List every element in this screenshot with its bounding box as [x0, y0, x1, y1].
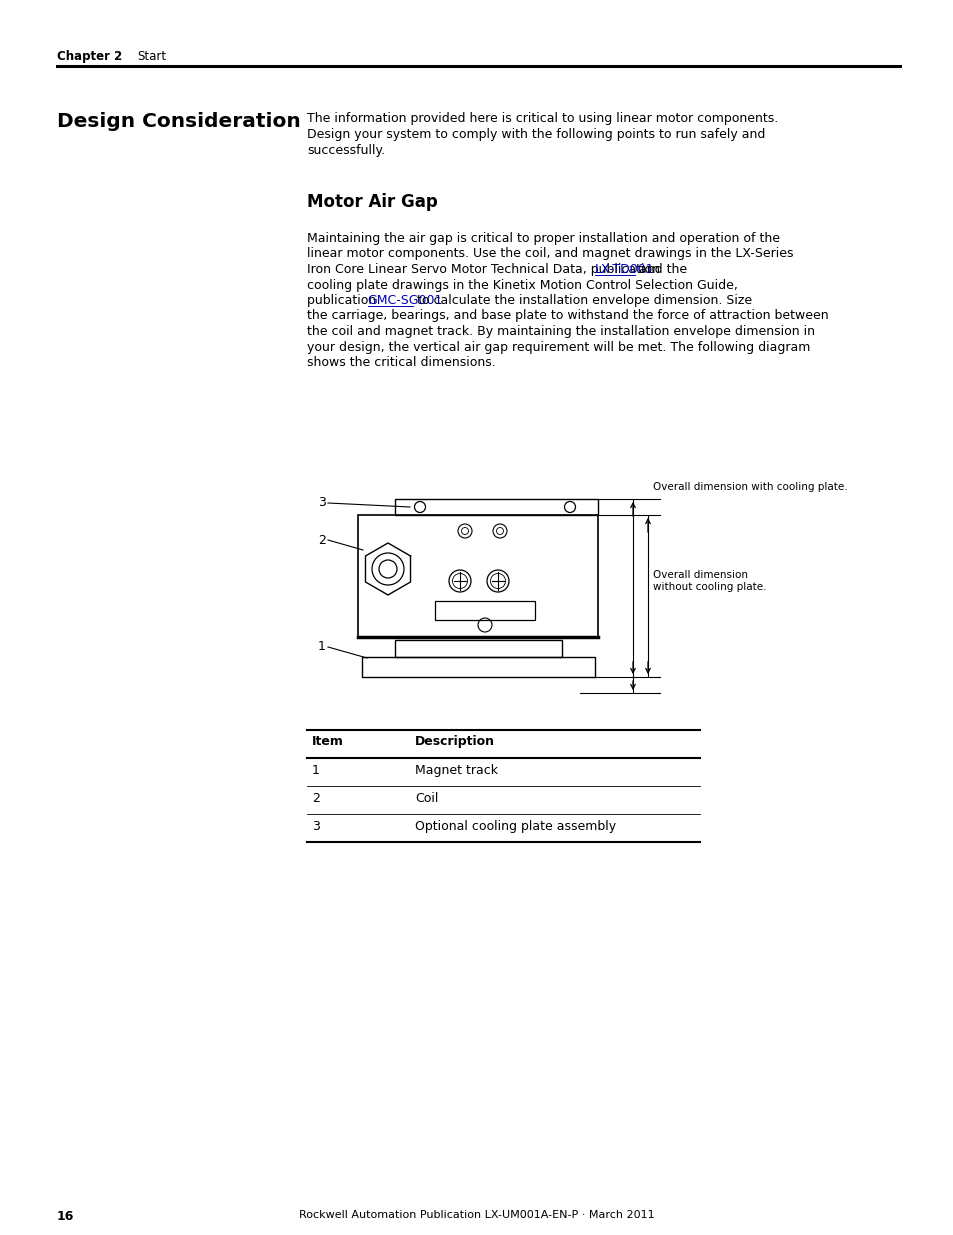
Text: shows the critical dimensions.: shows the critical dimensions.: [307, 356, 496, 369]
Text: LX-TD001: LX-TD001: [595, 263, 654, 275]
Text: to calculate the installation envelope dimension. Size: to calculate the installation envelope d…: [413, 294, 751, 308]
Text: linear motor components. Use the coil, and magnet drawings in the LX-Series: linear motor components. Use the coil, a…: [307, 247, 793, 261]
Text: Chapter 2: Chapter 2: [57, 49, 122, 63]
Text: Iron Core Linear Servo Motor Technical Data, publication: Iron Core Linear Servo Motor Technical D…: [307, 263, 663, 275]
Text: the coil and magnet track. By maintaining the installation envelope dimension in: the coil and magnet track. By maintainin…: [307, 325, 814, 338]
Text: Rockwell Automation Publication LX-UM001A-EN-P · March 2011: Rockwell Automation Publication LX-UM001…: [299, 1210, 654, 1220]
Text: Optional cooling plate assembly: Optional cooling plate assembly: [415, 820, 616, 832]
Text: Description: Description: [415, 735, 495, 748]
Text: the carriage, bearings, and base plate to withstand the force of attraction betw: the carriage, bearings, and base plate t…: [307, 310, 828, 322]
Text: Overall dimension with cooling plate.: Overall dimension with cooling plate.: [652, 482, 846, 492]
Text: The information provided here is critical to using linear motor components.: The information provided here is critica…: [307, 112, 778, 125]
Text: cooling plate drawings in the Kinetix Motion Control Selection Guide,: cooling plate drawings in the Kinetix Mo…: [307, 279, 737, 291]
Text: 3: 3: [317, 496, 326, 510]
Text: Start: Start: [137, 49, 166, 63]
Text: 2: 2: [317, 534, 326, 547]
Text: publication: publication: [307, 294, 380, 308]
Text: 16: 16: [57, 1210, 74, 1223]
Text: 3: 3: [312, 820, 319, 832]
Text: Item: Item: [312, 735, 343, 748]
Text: Coil: Coil: [415, 792, 438, 805]
Text: 1: 1: [312, 764, 319, 777]
Text: Magnet track: Magnet track: [415, 764, 497, 777]
Text: 1: 1: [317, 641, 326, 653]
Text: Overall dimension
without cooling plate.: Overall dimension without cooling plate.: [652, 571, 765, 592]
Text: Motor Air Gap: Motor Air Gap: [307, 193, 437, 211]
Text: Design your system to comply with the following points to run safely and: Design your system to comply with the fo…: [307, 128, 764, 141]
Text: your design, the vertical air gap requirement will be met. The following diagram: your design, the vertical air gap requir…: [307, 341, 809, 353]
Text: Design Consideration: Design Consideration: [57, 112, 300, 131]
Text: GMC-SG001: GMC-SG001: [367, 294, 442, 308]
Text: 2: 2: [312, 792, 319, 805]
Text: and the: and the: [635, 263, 687, 275]
Text: Maintaining the air gap is critical to proper installation and operation of the: Maintaining the air gap is critical to p…: [307, 232, 780, 245]
Text: successfully.: successfully.: [307, 144, 385, 157]
